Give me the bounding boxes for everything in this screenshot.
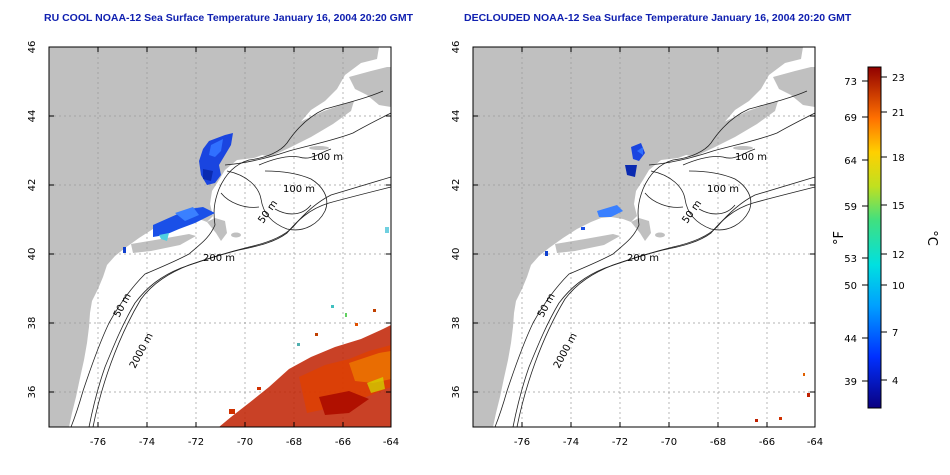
- lat-axis-labels: 46 44 42 40 38 36: [451, 41, 462, 399]
- lon-tick-label: -74: [563, 437, 579, 448]
- lat-tick-label: 46: [451, 41, 462, 54]
- map-panel-left: 100 m 100 m 50 m 200 m 50 m 2000 m -76 -…: [27, 41, 399, 448]
- lat-tick-label: 40: [27, 248, 38, 261]
- lat-tick-label: 46: [27, 41, 38, 54]
- sst-swath-southern-new-england: [545, 205, 623, 256]
- contour-label-100m: 100 m: [283, 184, 315, 195]
- lon-tick-label: -76: [90, 437, 106, 448]
- f-tick-label: 59: [844, 202, 857, 213]
- contour-label-100m: 100 m: [707, 184, 739, 195]
- lat-tick-label: 38: [27, 317, 38, 330]
- fahrenheit-unit-label: °F: [832, 231, 847, 245]
- lat-tick-label: 44: [27, 110, 38, 123]
- lon-tick-label: -68: [710, 437, 726, 448]
- colorbar-gradient: [867, 66, 882, 409]
- lat-axis-labels: 46 44 42 40 38 36: [27, 41, 38, 399]
- lat-tick-label: 40: [451, 248, 462, 261]
- celsius-unit-label: °C: [924, 230, 939, 246]
- f-tick-label: 39: [844, 377, 857, 388]
- c-tick-label: 4: [892, 376, 898, 387]
- lon-tick-label: -76: [514, 437, 530, 448]
- sst-warm-gulf-stream: [219, 305, 391, 427]
- map-title-right: DECLOUDED NOAA-12 Sea Surface Temperatur…: [464, 12, 852, 24]
- lon-axis-labels: -76 -74 -72 -70 -68 -66 -64: [514, 437, 823, 448]
- lon-tick-label: -68: [286, 437, 302, 448]
- lon-axis-labels: -76 -74 -72 -70 -68 -66 -64: [90, 437, 399, 448]
- lon-tick-label: -66: [759, 437, 775, 448]
- c-tick-label: 7: [892, 328, 898, 339]
- c-tick-label: 15: [892, 201, 905, 212]
- fahrenheit-ticks: 73 69 64 59 53 50 44 39: [844, 77, 857, 388]
- c-tick-label: 18: [892, 153, 905, 164]
- lat-tick-label: 42: [27, 179, 38, 192]
- sst-swath-gulf-of-maine: [199, 133, 233, 185]
- sst-warm-gulf-stream: [755, 373, 810, 422]
- lat-tick-label: 36: [27, 386, 38, 399]
- f-tick-label: 44: [844, 334, 857, 345]
- f-tick-label: 64: [844, 156, 857, 167]
- celsius-ticks: 23 21 18 15 12 10 7 4: [892, 73, 905, 387]
- f-tick-label: 53: [844, 254, 857, 265]
- lat-tick-label: 44: [451, 110, 462, 123]
- lon-tick-label: -70: [661, 437, 677, 448]
- lat-tick-label: 38: [451, 317, 462, 330]
- contour-label-200m: 200 m: [627, 253, 659, 264]
- lon-tick-label: -72: [188, 437, 204, 448]
- f-tick-label: 73: [844, 77, 857, 88]
- c-tick-label: 23: [892, 73, 905, 84]
- c-tick-label: 10: [892, 281, 905, 292]
- lon-tick-label: -64: [383, 437, 399, 448]
- c-tick-label: 21: [892, 108, 905, 119]
- f-tick-label: 50: [844, 281, 857, 292]
- lon-tick-label: -72: [612, 437, 628, 448]
- contour-label-100m: 100 m: [311, 152, 343, 163]
- contour-label-100m: 100 m: [735, 152, 767, 163]
- lat-tick-label: 42: [451, 179, 462, 192]
- lon-tick-label: -74: [139, 437, 155, 448]
- lon-tick-label: -70: [237, 437, 253, 448]
- temperature-colorbar: 73 69 64 59 53 50 44 39 23 21 18 15 12 1…: [832, 66, 939, 409]
- map-panel-right: 100 m 100 m 50 m 200 m 50 m 2000 m -76 -…: [451, 41, 823, 448]
- lon-tick-label: -64: [807, 437, 823, 448]
- lon-tick-label: -66: [335, 437, 351, 448]
- sst-swath-southern-new-england: [123, 207, 389, 253]
- map-title-left: RU COOL NOAA-12 Sea Surface Temperature …: [44, 12, 414, 24]
- lat-tick-label: 36: [451, 386, 462, 399]
- contour-label-200m: 200 m: [203, 253, 235, 264]
- f-tick-label: 69: [844, 113, 857, 124]
- c-tick-label: 12: [892, 250, 905, 261]
- sst-swath-gulf-of-maine: [625, 143, 645, 177]
